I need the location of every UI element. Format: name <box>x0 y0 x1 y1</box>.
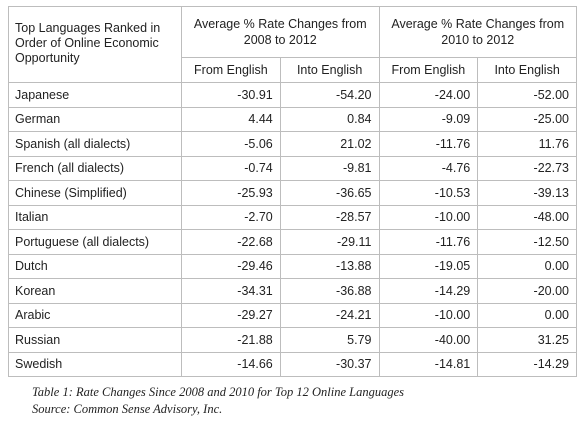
table-row: Chinese (Simplified) -25.93 -36.65 -10.53 -3… <box>8 180 577 206</box>
language-cell: French (all dialects) <box>8 155 182 181</box>
value-cell: 0.84 <box>279 106 380 132</box>
language-cell: German <box>8 106 182 132</box>
value-cell: -36.65 <box>279 180 380 206</box>
value-cell: -29.11 <box>279 229 380 255</box>
table-row: Japanese -30.91 -54.20 -24.00 -52.00 <box>8 82 577 108</box>
value-cell: -39.13 <box>477 180 577 206</box>
table-row: German 4.44 0.84 -9.09 -25.00 <box>8 106 577 132</box>
language-cell: Dutch <box>8 253 182 279</box>
value-cell: -12.50 <box>477 229 577 255</box>
value-cell: -9.81 <box>279 155 380 181</box>
value-cell: -52.00 <box>477 82 577 108</box>
language-cell: Korean <box>8 278 182 304</box>
value-cell: 31.25 <box>477 327 577 353</box>
value-cell: 11.76 <box>477 131 577 157</box>
value-cell: -28.57 <box>279 204 380 230</box>
table-row: Swedish -14.66 -30.37 -14.81 -14.29 <box>8 351 577 377</box>
group-header-row: Top Languages Ranked in Order of Online … <box>8 6 577 83</box>
caption-title: Table 1: Rate Changes Since 2008 and 201… <box>32 385 404 399</box>
language-cell: Arabic <box>8 302 182 328</box>
rate-changes-table: Top Languages Ranked in Order of Online … <box>8 6 577 377</box>
value-cell: 0.00 <box>477 253 577 279</box>
language-cell: Chinese (Simplified) <box>8 180 182 206</box>
value-cell: -22.73 <box>477 155 577 181</box>
value-cell: -14.29 <box>477 351 577 377</box>
value-cell: -9.09 <box>378 106 479 132</box>
value-cell: -10.00 <box>378 302 479 328</box>
subheader-row: From English Into English From English I… <box>9 57 577 83</box>
value-cell: -11.76 <box>378 131 479 157</box>
value-cell: -10.00 <box>378 204 479 230</box>
table-row: Portuguese (all dialects) -22.68 -29.11 -11… <box>8 229 577 255</box>
rate-changes-table-container: Top Languages Ranked in Order of Online … <box>8 6 577 377</box>
subheader-into-english-2008: Into English <box>279 57 380 83</box>
value-cell: -54.20 <box>279 82 380 108</box>
language-cell: Spanish (all dialects) <box>8 131 182 157</box>
value-cell: -25.00 <box>477 106 577 132</box>
value-cell: 4.44 <box>181 106 281 132</box>
language-cell: Portuguese (all dialects) <box>8 229 182 255</box>
table-row: French (all dialects) -0.74 -9.81 -4.76 -22.… <box>8 155 577 181</box>
value-cell: -11.76 <box>378 229 479 255</box>
value-cell: -13.88 <box>279 253 380 279</box>
subheader-from-english-2008: From English <box>181 57 281 83</box>
value-cell: -29.27 <box>181 302 281 328</box>
value-cell: -14.81 <box>378 351 479 377</box>
value-cell: -36.88 <box>279 278 380 304</box>
value-cell: -14.66 <box>181 351 281 377</box>
table-row: Korean -34.31 -36.88 -14.29 -20.00 <box>8 278 577 304</box>
value-cell: -29.46 <box>181 253 281 279</box>
value-cell: 0.00 <box>477 302 577 328</box>
value-cell: -4.76 <box>378 155 479 181</box>
value-cell: -0.74 <box>181 155 281 181</box>
value-cell: -40.00 <box>378 327 479 353</box>
value-cell: -30.91 <box>181 82 281 108</box>
value-cell: -34.31 <box>181 278 281 304</box>
table-row: Arabic -29.27 -24.21 -10.00 0.00 <box>8 302 577 328</box>
value-cell: -5.06 <box>181 131 281 157</box>
table-row: Spanish (all dialects) -5.06 21.02 -11.76 11… <box>8 131 577 157</box>
language-cell: Russian <box>8 327 182 353</box>
value-cell: -24.00 <box>378 82 479 108</box>
value-cell: -20.00 <box>477 278 577 304</box>
language-cell: Swedish <box>8 351 182 377</box>
table-row: Russian -21.88 5.79 -40.00 31.25 <box>8 327 577 353</box>
caption-source: Source: Common Sense Advisory, Inc. <box>32 402 223 416</box>
group-header-2008: Average % Rate Changes from 2008 to 2012 <box>181 6 380 58</box>
language-cell: Italian <box>8 204 182 230</box>
table-caption: Table 1: Rate Changes Since 2008 and 201… <box>32 384 404 418</box>
corner-header: Top Languages Ranked in Order of Online … <box>8 6 182 83</box>
value-cell: -14.29 <box>378 278 479 304</box>
subheader-from-english-2010: From English <box>378 57 479 83</box>
value-cell: -2.70 <box>181 204 281 230</box>
value-cell: -24.21 <box>279 302 380 328</box>
group-header-2010: Average % Rate Changes from 2010 to 2012 <box>378 6 577 58</box>
value-cell: -30.37 <box>279 351 380 377</box>
value-cell: -19.05 <box>378 253 479 279</box>
value-cell: 5.79 <box>279 327 380 353</box>
table-row: Italian -2.70 -28.57 -10.00 -48.00 <box>8 204 577 230</box>
value-cell: -25.93 <box>181 180 281 206</box>
value-cell: 21.02 <box>279 131 380 157</box>
value-cell: -48.00 <box>477 204 577 230</box>
value-cell: -22.68 <box>181 229 281 255</box>
language-cell: Japanese <box>8 82 182 108</box>
table-row: Dutch -29.46 -13.88 -19.05 0.00 <box>8 253 577 279</box>
table-body: Japanese -30.91 -54.20 -24.00 -52.00 German 4.… <box>8 82 577 377</box>
value-cell: -21.88 <box>181 327 281 353</box>
subheader-into-english-2010: Into English <box>477 57 577 83</box>
value-cell: -10.53 <box>378 180 479 206</box>
